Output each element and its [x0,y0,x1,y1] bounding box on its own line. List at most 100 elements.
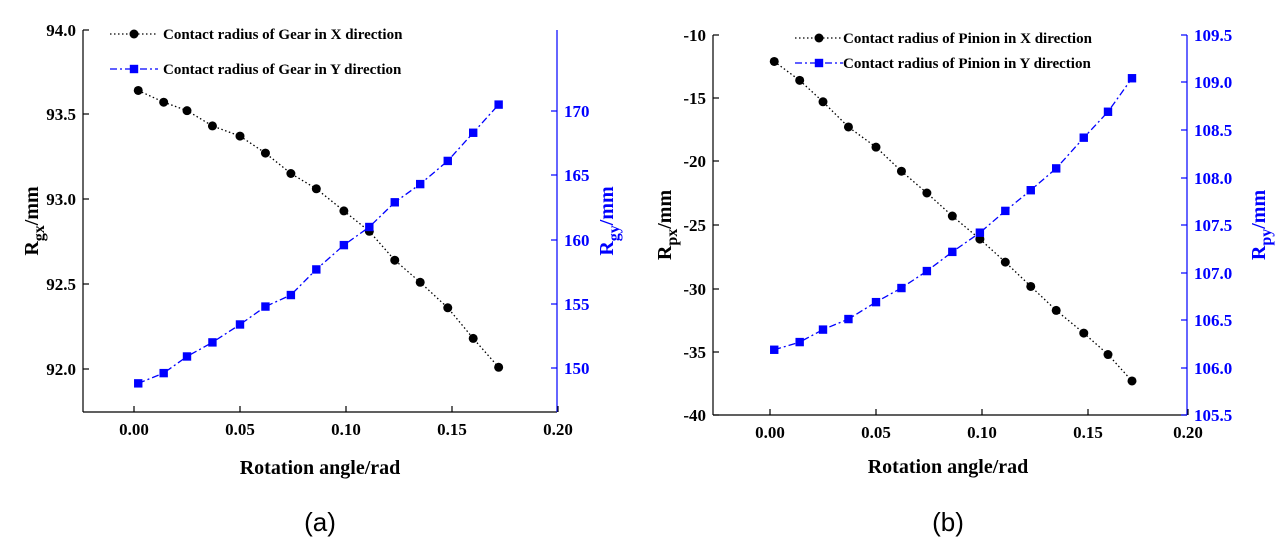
y-tick-label: 92.0 [46,360,76,379]
data-point [769,56,779,66]
chart-panel-b: 0.00 0.05 0.10 0.15 0.20 -40 -35 -30 -25 -20 -15 -1… [654,26,1275,537]
y-tick-label: -15 [683,89,706,108]
legend-label: Contact radius of Gear in X direction [163,27,403,43]
x-axis-title: Rotation angle/rad [868,456,1029,478]
data-point [922,266,932,276]
data-point [947,211,957,221]
data-point [1026,281,1036,291]
data-point [339,206,349,216]
y2-tick-label: 155 [564,295,590,314]
data-point [871,142,881,152]
data-point [415,277,425,287]
data-point [208,338,217,347]
data-point [1127,74,1137,83]
data-point [1127,376,1137,386]
data-point [159,97,169,107]
y-tick-label: -20 [683,152,706,171]
y2-tick-label: 160 [564,231,590,250]
y-tick-label: -10 [683,26,706,45]
data-point [896,166,906,176]
data-point [286,290,296,300]
y-tick-label: 93.5 [46,105,76,124]
x-tick-label: 0.05 [861,423,891,442]
legend-label: Contact radius of Gear in Y direction [163,62,402,78]
data-point [1079,133,1088,142]
y-tick-label: -30 [683,280,706,299]
data-point [311,184,321,194]
data-point [235,131,245,141]
legend-marker [814,33,824,43]
data-point [286,169,296,178]
y-tick-label: 92.5 [46,275,76,294]
x-tick-label: 0.00 [119,420,149,439]
x-tick-label: 0.15 [1073,423,1103,442]
data-point [897,283,906,293]
chart-panel-a: 0.00 0.05 0.10 0.15 0.20 92.0 92.5 93.0 93.5 94.0… [21,21,623,537]
y2-axis-title-base: R [596,241,618,256]
data-point [390,198,399,207]
y2-axis-title-base: R [1248,245,1270,260]
x-tick-label: 0.15 [437,420,467,439]
y-axis-title-unit: /mm [21,186,43,226]
y-axis-title-unit: /mm [654,190,676,230]
y-tick-label: 93.0 [46,190,76,209]
y-axis-title: Rpx/mm [654,190,681,261]
y2-tick-label: 107.5 [1194,216,1232,235]
y2-tick-label: 165 [564,166,590,185]
data-point [494,100,503,109]
legend-marker [814,58,824,68]
x-tick-label: 0.10 [331,420,361,439]
y2-axis-title-sub: gy [606,225,623,241]
x-tick-label: 0.05 [225,420,255,439]
panel-label: (a) [304,507,336,537]
y2-tick-label: 150 [564,359,590,378]
data-point [182,106,192,116]
y2-axis-title-unit: /mm [596,186,618,226]
data-point [182,352,192,361]
data-point [469,128,478,137]
data-point [494,362,504,372]
data-point [260,148,270,158]
data-point [1051,305,1061,315]
x-tick-label: 0.20 [543,420,573,439]
data-point [1103,107,1113,116]
legend-label: Contact radius of Pinion in X direction [843,31,1093,47]
data-point [770,345,779,354]
y2-axis-title: Rgy/mm [596,186,623,256]
data-point [1026,186,1035,195]
data-point [922,188,932,198]
data-point [871,297,881,307]
y2-tick-label: 108.5 [1194,121,1232,140]
data-point [844,314,853,324]
data-point [948,247,957,257]
data-point [133,85,143,95]
x-tick-label: 0.10 [967,423,997,442]
y-tick-label: -40 [683,406,706,425]
series-line-0 [137,89,500,368]
y2-axis-title-sub: py [1258,229,1275,246]
y2-tick-label: 109.5 [1194,26,1232,45]
data-point [443,303,453,313]
x-tick-label: 0.00 [755,423,785,442]
legend-label: Contact radius of Pinion in Y direction [843,56,1091,72]
data-point [818,97,828,107]
y-axis-title: Rgx/mm [21,186,48,256]
series-line-1 [137,104,500,385]
y-axis-title-base: R [21,241,43,256]
data-point [818,325,828,334]
series-line-0 [773,60,1133,382]
data-point [312,265,321,274]
data-point [1000,257,1010,267]
y-tick-label: -25 [683,216,706,235]
y2-tick-label: 108.0 [1194,169,1232,188]
legend-marker [129,29,139,39]
panel-label: (b) [932,507,964,537]
y2-tick-label: 106.0 [1194,359,1232,378]
data-point [1001,206,1010,216]
y-axis-title-base: R [654,245,676,260]
y2-tick-label: 109.0 [1194,73,1232,92]
y2-axis-title: Rpy/mm [1248,190,1275,261]
data-point [795,337,804,347]
data-point [390,255,400,265]
